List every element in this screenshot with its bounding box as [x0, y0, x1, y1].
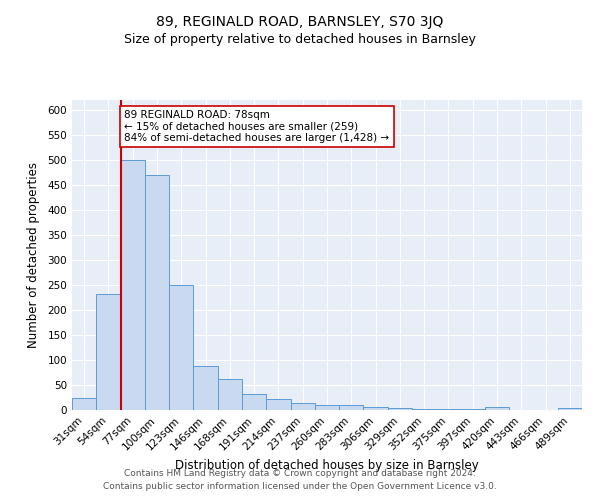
Bar	[121, 160, 145, 410]
Bar	[461, 409, 485, 410]
Bar	[193, 366, 218, 410]
Text: 89 REGINALD ROAD: 78sqm
← 15% of detached houses are smaller (259)
84% of semi-d: 89 REGINALD ROAD: 78sqm ← 15% of detache…	[124, 110, 389, 143]
Bar	[72, 398, 96, 410]
Bar	[169, 285, 193, 410]
Bar	[558, 408, 582, 410]
Y-axis label: Number of detached properties: Number of detached properties	[28, 162, 40, 348]
Bar	[242, 394, 266, 410]
Bar	[266, 398, 290, 410]
Bar	[315, 404, 339, 410]
Bar	[218, 379, 242, 410]
Text: Contains HM Land Registry data © Crown copyright and database right 2024.: Contains HM Land Registry data © Crown c…	[124, 468, 476, 477]
Bar	[388, 408, 412, 410]
X-axis label: Distribution of detached houses by size in Barnsley: Distribution of detached houses by size …	[175, 458, 479, 471]
Text: 89, REGINALD ROAD, BARNSLEY, S70 3JQ: 89, REGINALD ROAD, BARNSLEY, S70 3JQ	[157, 15, 443, 29]
Bar	[145, 175, 169, 410]
Bar	[436, 409, 461, 410]
Bar	[364, 406, 388, 410]
Text: Contains public sector information licensed under the Open Government Licence v3: Contains public sector information licen…	[103, 482, 497, 491]
Text: Size of property relative to detached houses in Barnsley: Size of property relative to detached ho…	[124, 32, 476, 46]
Bar	[290, 403, 315, 410]
Bar	[412, 409, 436, 410]
Bar	[339, 405, 364, 410]
Bar	[485, 407, 509, 410]
Bar	[96, 294, 121, 410]
